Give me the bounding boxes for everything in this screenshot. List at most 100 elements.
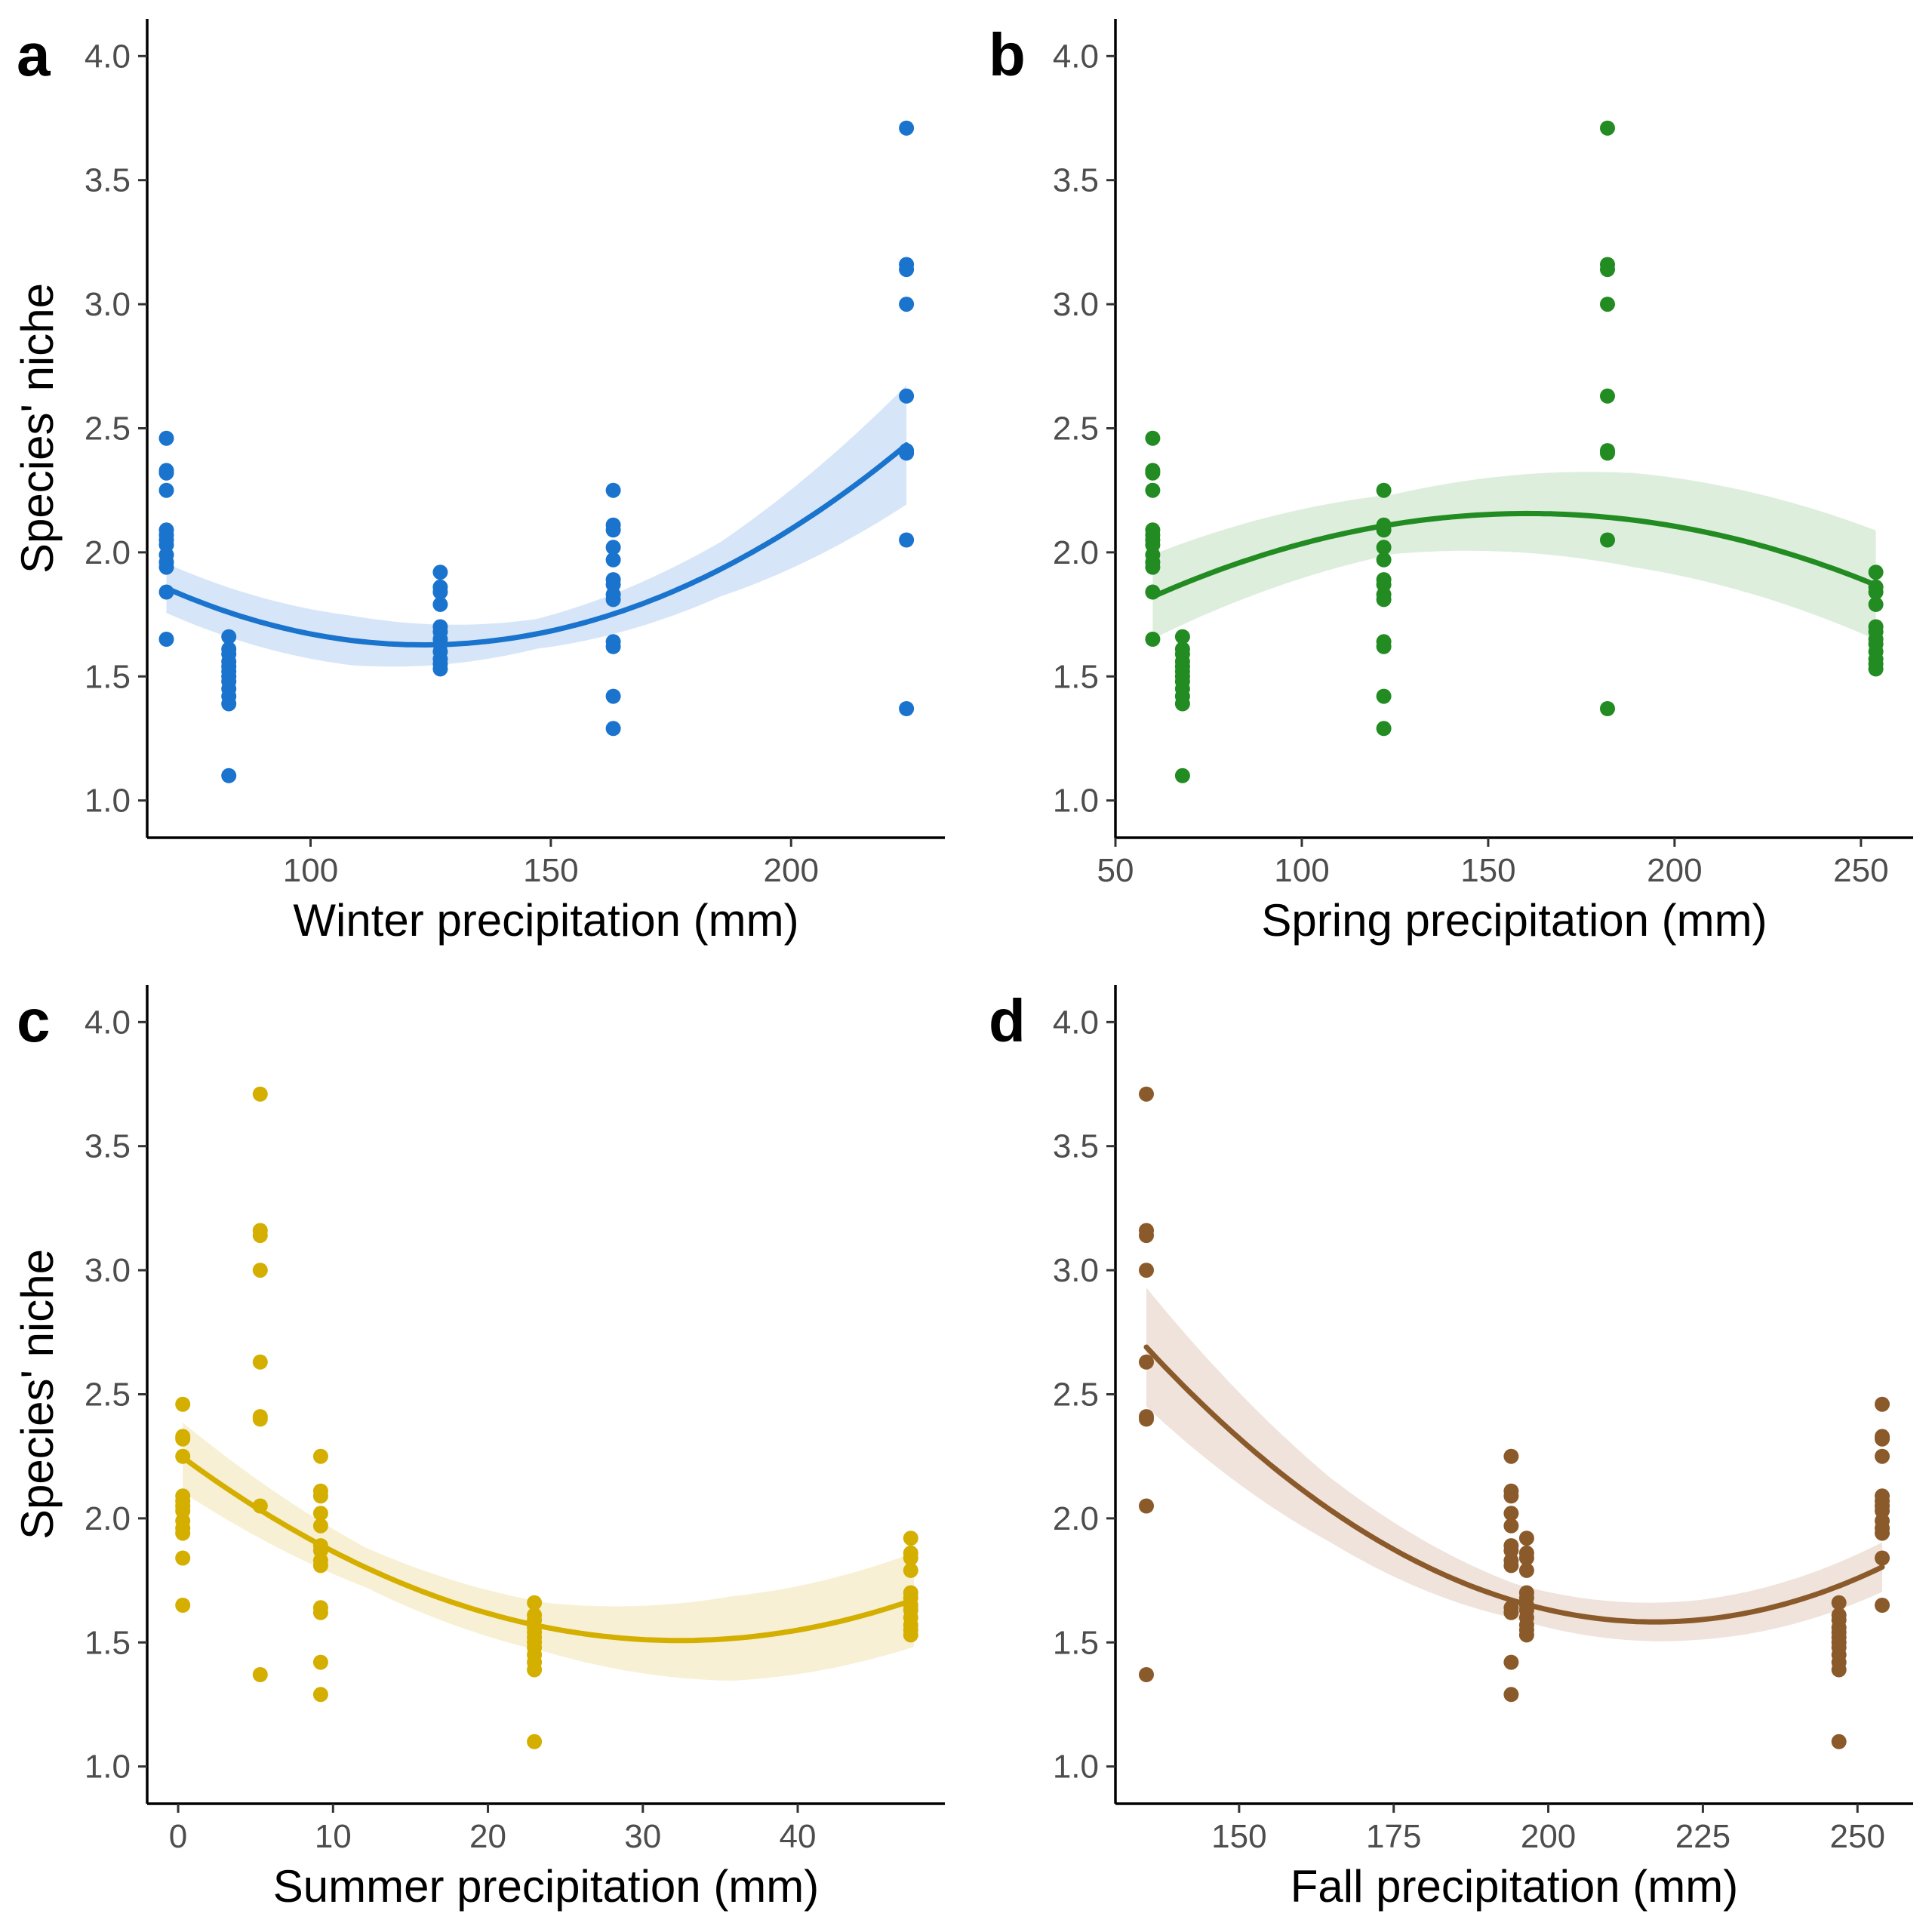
data-point bbox=[1600, 701, 1615, 716]
x-axis-title: Fall precipitation (mm) bbox=[1291, 1861, 1738, 1912]
data-point bbox=[527, 1662, 543, 1678]
data-point bbox=[1376, 552, 1392, 568]
y-tick-label: 4.0 bbox=[85, 38, 131, 75]
data-point bbox=[312, 1448, 328, 1464]
data-point bbox=[899, 120, 915, 136]
x-tick-label: 30 bbox=[624, 1818, 661, 1855]
data-point bbox=[903, 1627, 918, 1643]
y-tick-label: 1.0 bbox=[1053, 1749, 1099, 1786]
data-point bbox=[1139, 1667, 1154, 1682]
x-tick-label: 100 bbox=[283, 852, 338, 889]
confidence-band bbox=[166, 385, 907, 667]
data-point bbox=[1376, 721, 1392, 737]
y-tick-label: 4.0 bbox=[85, 1004, 131, 1041]
data-point bbox=[1145, 465, 1161, 481]
data-point bbox=[312, 1506, 328, 1521]
data-point bbox=[1145, 482, 1161, 498]
y-axis-title: Species' niche bbox=[12, 283, 63, 574]
data-point bbox=[605, 638, 621, 654]
data-point bbox=[1600, 297, 1615, 312]
data-point bbox=[1139, 1498, 1154, 1514]
data-point bbox=[1503, 1506, 1519, 1521]
data-point bbox=[1875, 1448, 1890, 1464]
data-point bbox=[1518, 1562, 1534, 1578]
data-point bbox=[312, 1687, 328, 1703]
data-point bbox=[175, 1598, 191, 1613]
data-point bbox=[605, 688, 621, 704]
data-point bbox=[605, 540, 621, 555]
data-points bbox=[158, 120, 915, 783]
panel-letter: b bbox=[989, 21, 1026, 88]
x-tick-label: 250 bbox=[1833, 852, 1888, 889]
data-point bbox=[252, 1228, 268, 1244]
x-tick-label: 175 bbox=[1366, 1818, 1421, 1855]
x-axis-title: Winter precipitation (mm) bbox=[293, 895, 798, 946]
y-tick-label: 2.0 bbox=[85, 1500, 131, 1537]
data-point bbox=[252, 1411, 268, 1427]
y-tick-label: 3.0 bbox=[85, 286, 131, 323]
data-point bbox=[1145, 632, 1161, 647]
data-point bbox=[1376, 638, 1392, 654]
y-tick-label: 3.5 bbox=[1053, 1128, 1099, 1165]
y-tick-label: 2.5 bbox=[85, 411, 131, 448]
data-point bbox=[175, 1550, 191, 1566]
y-tick-label: 3.5 bbox=[85, 1128, 131, 1165]
y-tick-label: 1.0 bbox=[85, 1749, 131, 1786]
data-point bbox=[312, 1488, 328, 1504]
data-point bbox=[903, 1550, 918, 1566]
y-tick-label: 1.5 bbox=[1053, 1624, 1099, 1661]
data-point bbox=[1503, 1687, 1519, 1703]
data-point bbox=[221, 629, 237, 645]
data-point bbox=[1139, 1354, 1154, 1370]
data-point bbox=[1376, 592, 1392, 608]
data-point bbox=[1600, 120, 1615, 136]
y-tick-label: 2.5 bbox=[85, 1377, 131, 1414]
data-point bbox=[158, 430, 174, 446]
data-point bbox=[1868, 661, 1884, 677]
x-axis-title: Summer precipitation (mm) bbox=[273, 1861, 820, 1912]
y-tick-label: 2.0 bbox=[1053, 1500, 1099, 1537]
y-tick-label: 1.0 bbox=[85, 783, 131, 820]
data-point bbox=[175, 1396, 191, 1412]
y-tick-label: 3.0 bbox=[1053, 286, 1099, 323]
x-tick-label: 150 bbox=[523, 852, 578, 889]
x-tick-label: 150 bbox=[1460, 852, 1515, 889]
data-point bbox=[432, 596, 448, 612]
data-point bbox=[1875, 1525, 1890, 1541]
data-point bbox=[312, 1518, 328, 1534]
x-tick-label: 250 bbox=[1830, 1818, 1885, 1855]
x-tick-label: 0 bbox=[169, 1818, 187, 1855]
data-point bbox=[1503, 1488, 1519, 1504]
data-point bbox=[1868, 584, 1884, 600]
x-tick-label: 225 bbox=[1675, 1818, 1730, 1855]
y-tick-label: 1.5 bbox=[85, 1624, 131, 1661]
data-point bbox=[432, 584, 448, 600]
data-point bbox=[1503, 1654, 1519, 1670]
data-point bbox=[1600, 388, 1615, 404]
data-point bbox=[1174, 696, 1190, 712]
data-point bbox=[1600, 262, 1615, 278]
data-point bbox=[605, 482, 621, 498]
x-tick-label: 200 bbox=[1647, 852, 1702, 889]
data-point bbox=[312, 1558, 328, 1574]
y-tick-label: 3.5 bbox=[85, 162, 131, 199]
data-point bbox=[605, 522, 621, 538]
x-tick-label: 40 bbox=[780, 1818, 817, 1855]
data-point bbox=[1139, 1263, 1154, 1278]
y-tick-label: 2.0 bbox=[85, 534, 131, 571]
panel-c: 1.0 1.5 2.0 2.5 3.0 3.5 4.0 0 10 20 30 40 Summer pre… bbox=[12, 985, 945, 1912]
data-point bbox=[1376, 540, 1392, 555]
data-point bbox=[1139, 1228, 1154, 1244]
data-point bbox=[1518, 1627, 1534, 1643]
data-point bbox=[1139, 1411, 1154, 1427]
confidence-band bbox=[1146, 1287, 1882, 1641]
data-point bbox=[432, 565, 448, 580]
x-tick-label: 50 bbox=[1097, 852, 1134, 889]
y-axis-title: Species' niche bbox=[12, 1249, 63, 1540]
y-tick-label: 3.0 bbox=[85, 1252, 131, 1289]
data-point bbox=[158, 482, 174, 498]
data-point bbox=[899, 701, 915, 716]
data-point bbox=[605, 552, 621, 568]
data-point bbox=[1503, 1604, 1519, 1620]
